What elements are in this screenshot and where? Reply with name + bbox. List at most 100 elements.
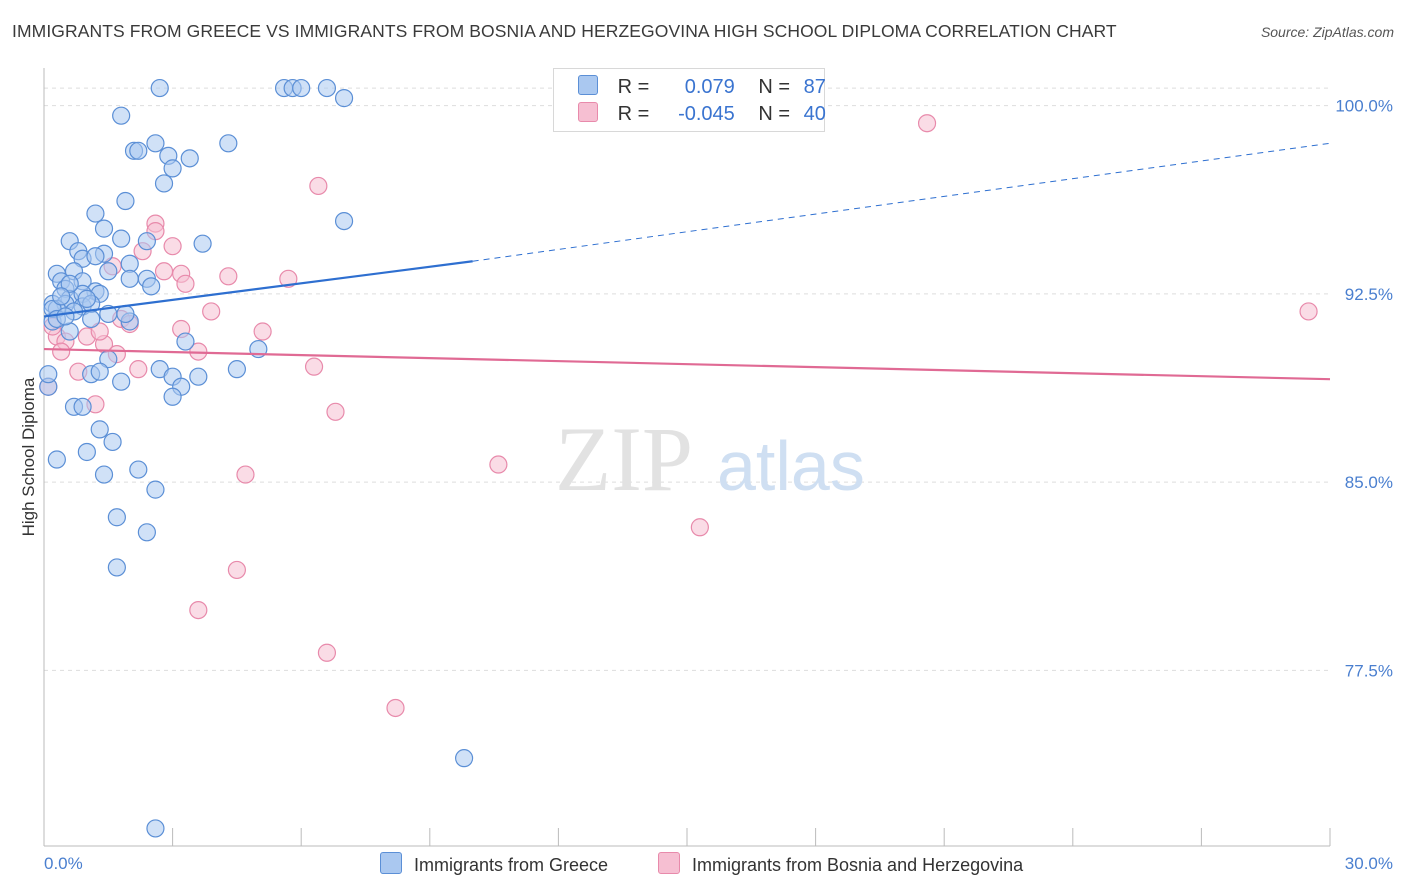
bosnia-point [202, 302, 221, 321]
greece-point [189, 367, 208, 386]
bosnia-point [236, 465, 255, 484]
greece-point [146, 480, 165, 499]
x-tick-label: 0.0% [44, 854, 83, 873]
chart-title: IMMIGRANTS FROM GREECE VS IMMIGRANTS FRO… [12, 21, 1117, 41]
grid-lines [44, 87, 1330, 671]
greece-point [112, 229, 131, 248]
bosnia-point [326, 402, 345, 421]
bosnia-point [189, 600, 208, 620]
greece-swatch [578, 75, 598, 95]
greece-point [163, 387, 182, 406]
greece-point [112, 106, 131, 125]
greece-legend-swatch [380, 852, 402, 874]
greece-trend-extension [472, 142, 1331, 262]
greece-point [77, 442, 96, 462]
greece-point [146, 819, 165, 838]
greece-point [150, 78, 169, 98]
greece-point [292, 78, 311, 98]
bosnia-point [219, 267, 238, 286]
greece-point [163, 159, 182, 178]
watermark: ZIP atlas [555, 408, 865, 510]
bosnia-point [163, 237, 182, 256]
bosnia-point [176, 274, 195, 293]
greece-point [60, 274, 79, 293]
bosnia-point [52, 342, 71, 361]
greece-points [39, 78, 474, 838]
greece-point [47, 450, 66, 469]
greece-point [73, 397, 92, 416]
greece-point [107, 558, 126, 577]
greece-point [86, 204, 105, 223]
legend-label-greece: Immigrants from Greece [414, 855, 609, 875]
greece-trend-line [43, 260, 473, 318]
greece-point [146, 134, 165, 153]
greece-point [90, 362, 109, 381]
greece-point [129, 141, 148, 160]
greece-point [334, 89, 354, 108]
stats-legend: R = 0.079 N = 87 R = -0.045 N = 40 [553, 68, 826, 132]
watermark-zip: ZIP [555, 408, 693, 510]
source-label: Source: ZipAtlas.com [1260, 24, 1394, 40]
bosnia-legend-swatch [658, 852, 680, 874]
legend-r-bosnia: -0.045 [678, 103, 735, 125]
greece-point [129, 460, 148, 479]
y-tick-label: 100.0% [1335, 97, 1393, 116]
y-tick-label: 77.5% [1345, 661, 1393, 680]
greece-point [99, 262, 118, 281]
greece-point [94, 465, 114, 484]
greece-point [86, 247, 105, 266]
legend-row-greece: R = 0.079 N = 87 [578, 75, 826, 99]
bosnia-point [309, 176, 328, 196]
bosnia-point [917, 114, 937, 133]
legend-n-greece: 87 [803, 76, 826, 98]
greece-point [227, 360, 246, 379]
bosnia-point [154, 262, 174, 281]
greece-point [120, 269, 139, 288]
bosnia-point [386, 698, 405, 718]
legend-n-label: N = [758, 103, 791, 125]
greece-point [107, 508, 126, 527]
legend-n-label: N = [758, 76, 791, 98]
greece-point [39, 365, 58, 384]
bosnia-point [227, 560, 246, 580]
legend-label-bosnia: Immigrants from Bosnia and Herzegovina [692, 855, 1024, 875]
bosnia-point [304, 357, 324, 376]
greece-point [454, 749, 474, 768]
greece-point [112, 372, 131, 391]
x-tick-label: 30.0% [1345, 854, 1393, 873]
bosnia-swatch [578, 102, 598, 122]
legend-item-bosnia: Immigrants from Bosnia and Herzegovina [658, 852, 1023, 876]
greece-point [154, 174, 174, 193]
greece-point [94, 219, 114, 238]
greece-point [82, 309, 101, 329]
y-tick-label: 85.0% [1345, 473, 1393, 492]
greece-point [77, 289, 96, 308]
greece-point [193, 234, 212, 253]
greece-point [180, 149, 199, 168]
legend-item-greece: Immigrants from Greece [380, 852, 608, 876]
greece-point [60, 322, 79, 341]
legend-r-label: R = [617, 76, 650, 98]
greece-point [52, 287, 71, 306]
greece-point [317, 78, 337, 98]
y-tick-label: 92.5% [1345, 285, 1393, 304]
bosnia-point [1299, 302, 1318, 321]
greece-point [334, 211, 354, 231]
y-axis-title: High School Diploma [19, 377, 38, 536]
bosnia-point [489, 455, 508, 474]
trend-lines [43, 142, 1331, 381]
bosnia-point [253, 322, 272, 341]
legend-n-bosnia: 40 [803, 103, 826, 125]
bosnia-point [690, 518, 709, 537]
greece-point [142, 277, 161, 296]
greece-point [103, 432, 122, 452]
greece-point [219, 134, 238, 153]
greece-point [116, 191, 135, 211]
x-ticks [43, 828, 1331, 846]
greece-point [120, 254, 139, 273]
y-tick-labels: 100.0% 92.5% 85.0% 77.5% [1335, 97, 1393, 681]
bosnia-trend-line [43, 347, 1331, 381]
greece-point [116, 304, 135, 324]
bosnia-point [90, 322, 109, 341]
